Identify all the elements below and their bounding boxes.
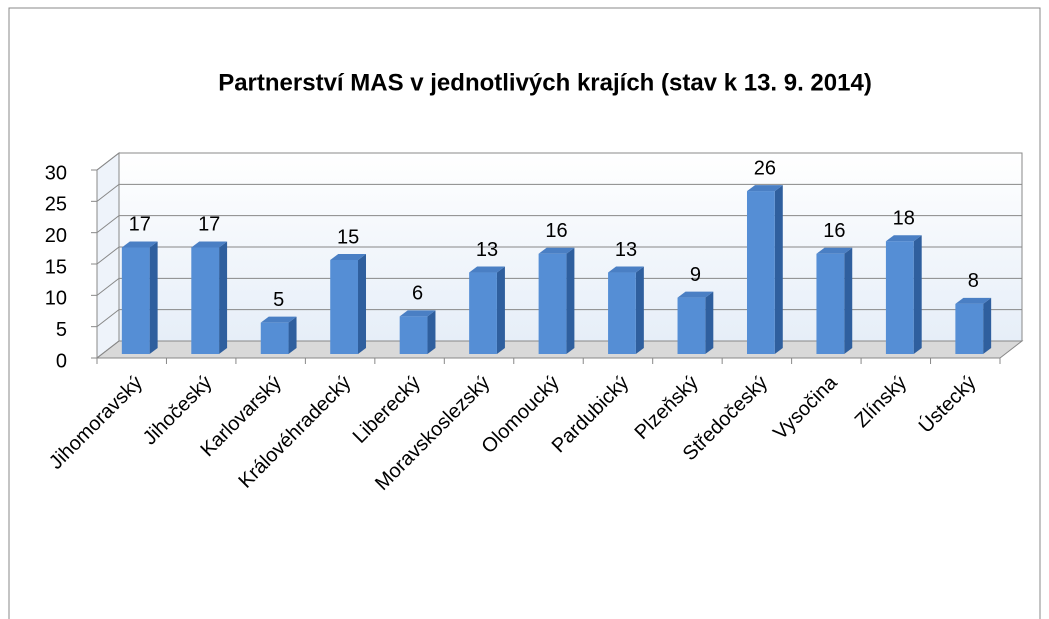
- bar-side: [427, 310, 436, 354]
- bar-side: [913, 235, 922, 354]
- x-tick-label: Jihomoravský: [45, 372, 147, 474]
- bar-top: [608, 266, 644, 273]
- bar-front: [538, 253, 567, 354]
- bar-front: [191, 247, 220, 354]
- bar: [399, 310, 436, 354]
- x-tick-label: Ústecký: [914, 371, 981, 438]
- bar: [121, 241, 158, 354]
- bar-side: [219, 241, 228, 354]
- bar-front: [746, 191, 775, 354]
- bar-front: [330, 260, 359, 354]
- bar-side: [774, 185, 783, 354]
- bar-top: [121, 241, 158, 248]
- bar-side: [149, 241, 158, 354]
- bar: [816, 247, 853, 354]
- bar-top: [746, 185, 783, 192]
- data-label: 17: [129, 214, 151, 236]
- bar-front: [399, 316, 428, 354]
- y-tick-label: 25: [45, 194, 67, 216]
- data-label: 18: [893, 207, 915, 229]
- bar-side: [705, 291, 714, 354]
- grid-line: [96, 309, 1022, 328]
- bar: [191, 241, 228, 354]
- bar-front: [608, 272, 636, 354]
- data-label: 13: [615, 239, 637, 261]
- bar: [538, 247, 575, 354]
- bar-side: [844, 247, 853, 354]
- data-label: 6: [412, 283, 423, 305]
- y-tick-label: 0: [56, 350, 67, 372]
- bar-side: [566, 247, 575, 354]
- y-tick-label: 10: [45, 288, 67, 310]
- data-label: 8: [968, 270, 979, 292]
- bar-front: [677, 297, 706, 354]
- bar: [330, 254, 367, 354]
- data-label: 9: [690, 264, 701, 286]
- x-tick-label: Vysočina: [769, 371, 842, 444]
- bar-top: [885, 235, 922, 242]
- data-label: 15: [337, 226, 359, 248]
- bar-top: [816, 247, 853, 254]
- bar-top: [538, 247, 575, 254]
- y-tick-label: 20: [45, 225, 67, 247]
- chart-title: Partnerství MAS v jednotlivých krajích (…: [218, 69, 872, 96]
- bar-side: [358, 254, 367, 354]
- bar: [746, 185, 783, 354]
- y-tick-label: 5: [56, 319, 67, 341]
- bar: [608, 266, 644, 354]
- data-label: 26: [754, 157, 776, 179]
- bar-top: [469, 266, 505, 273]
- data-label: 13: [476, 239, 498, 261]
- chart-frame: [8, 7, 1041, 619]
- bar-top: [260, 316, 297, 323]
- y-tick-label: 15: [45, 256, 67, 278]
- data-label: 16: [823, 220, 845, 242]
- grid-line: [96, 183, 1022, 202]
- data-label: 5: [273, 289, 284, 311]
- data-label: 16: [545, 220, 567, 242]
- bar-side: [288, 316, 297, 354]
- y-tick-label: 30: [45, 162, 67, 184]
- bar-top: [191, 241, 228, 248]
- bar-front: [885, 241, 914, 354]
- bar: [885, 235, 922, 354]
- bar-top: [330, 254, 367, 260]
- bar-front: [955, 303, 984, 354]
- bar-top: [399, 310, 436, 317]
- bar-front: [121, 247, 150, 354]
- bar-front: [469, 272, 497, 354]
- bar-side: [496, 266, 505, 354]
- bar-top: [955, 297, 992, 304]
- x-tick-label: Plzeňský: [631, 372, 703, 444]
- bar: [955, 297, 992, 354]
- data-label: 17: [198, 214, 220, 236]
- bar-front: [260, 322, 289, 354]
- bar-side: [983, 297, 992, 354]
- bar: [677, 291, 714, 354]
- grid-line: [96, 152, 1022, 171]
- grid-line: [96, 277, 1022, 296]
- bar-side: [635, 266, 644, 354]
- grid-line: [96, 215, 1022, 234]
- grid-line: [96, 340, 1022, 359]
- bar: [260, 316, 297, 354]
- bar: [469, 266, 505, 354]
- grid-line: [96, 246, 1022, 265]
- plot-area: 051015202530Jihomoravský17Jihočeský17Kar…: [45, 151, 1024, 495]
- x-tick-label: Zlínský: [851, 372, 911, 432]
- bar-front: [816, 253, 845, 354]
- bar-top: [677, 291, 714, 298]
